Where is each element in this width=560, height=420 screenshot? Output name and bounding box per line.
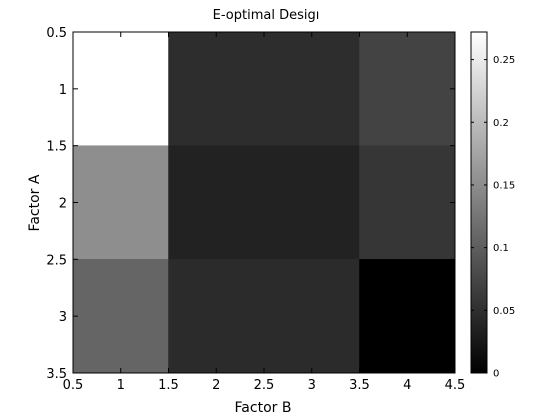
x-tick-label: 2 [212, 378, 220, 393]
y-tick-label: 1.5 [46, 140, 67, 155]
heatmap-cell [359, 259, 456, 374]
y-tick-label: 1 [59, 83, 67, 98]
x-tick-label: 1 [117, 378, 125, 393]
colorbar-gradient [470, 31, 488, 374]
heatmap-cells [72, 31, 456, 374]
y-tick-label: 0.5 [46, 26, 67, 41]
colorbar-tick-label: 0.25 [493, 55, 515, 66]
heatmap-cell [72, 259, 169, 374]
heatmap-cell [168, 259, 360, 374]
heatmap-cell [72, 31, 169, 146]
colorbar-tick-label: 0.1 [493, 243, 509, 254]
y-tick-label: 2.5 [46, 253, 67, 268]
y-axis-label: Factor A [27, 174, 43, 231]
heatmap-cell [359, 145, 456, 260]
x-tick-label: 4.5 [445, 378, 466, 393]
x-tick-label: 3.5 [349, 378, 370, 393]
y-tick-label: 3.5 [46, 367, 67, 382]
x-tick-label: 3 [308, 378, 316, 393]
colorbar-tick-label: 0.05 [493, 306, 515, 317]
colorbar-tick-label: 0.2 [493, 118, 509, 129]
x-axis-label: Factor B [235, 400, 292, 416]
x-axis-ticks: 0.5 1 1.5 2 2.5 3 3.5 4 4.5 [63, 32, 466, 393]
y-tick-label: 2 [59, 197, 67, 212]
x-tick-label: 2.5 [254, 378, 275, 393]
heatmap-cell [72, 145, 169, 260]
x-tick-label: 4 [403, 378, 411, 393]
x-tick-label: 1.5 [158, 378, 179, 393]
y-tick-label: 3 [59, 310, 67, 325]
colorbar-tick-label: 0 [493, 369, 499, 380]
y-axis-ticks: 0.5 1 1.5 2 2.5 3 3.5 [46, 26, 455, 382]
chart-title: E-optimal Desigı [213, 8, 320, 23]
colorbar: 0 0.05 0.1 0.15 0.2 0.25 [470, 31, 515, 380]
x-tick-label: 0.5 [63, 378, 84, 393]
colorbar-tick-label: 0.15 [493, 180, 515, 191]
heatmap-cell [168, 145, 360, 260]
heatmap-cell [168, 31, 360, 146]
heatmap-cell [359, 31, 456, 146]
